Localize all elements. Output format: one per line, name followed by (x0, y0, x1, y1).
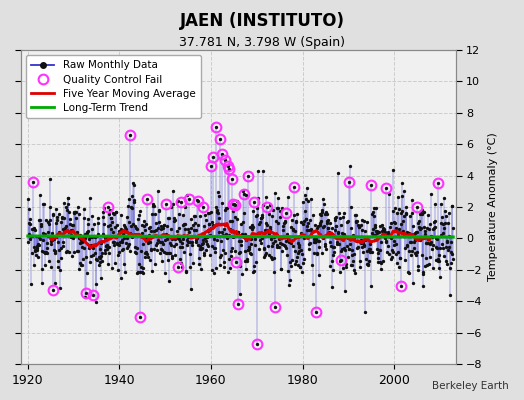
Text: 37.781 N, 3.798 W (Spain): 37.781 N, 3.798 W (Spain) (179, 36, 345, 49)
Legend: Raw Monthly Data, Quality Control Fail, Five Year Moving Average, Long-Term Tren: Raw Monthly Data, Quality Control Fail, … (26, 55, 201, 118)
Text: Berkeley Earth: Berkeley Earth (432, 381, 508, 391)
Y-axis label: Temperature Anomaly (°C): Temperature Anomaly (°C) (488, 133, 498, 281)
Text: JAEN (INSTITUTO): JAEN (INSTITUTO) (180, 12, 344, 30)
